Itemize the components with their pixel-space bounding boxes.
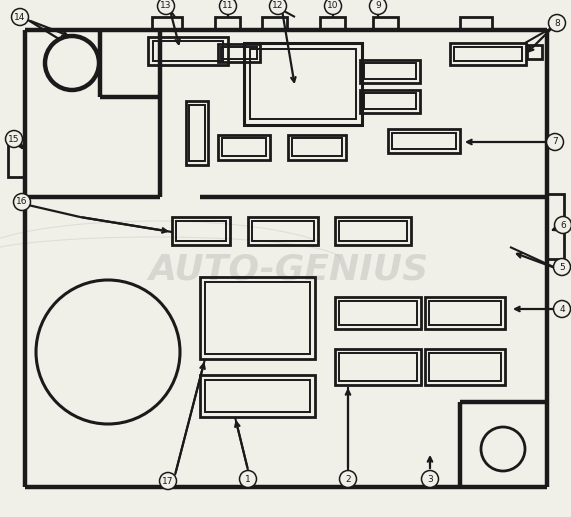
Bar [250, 49, 356, 119]
Text: 17: 17 [162, 477, 174, 485]
Circle shape [324, 0, 341, 14]
Text: 4: 4 [559, 305, 565, 313]
Bar [388, 129, 460, 153]
Bar [172, 217, 230, 245]
Circle shape [340, 470, 356, 488]
Circle shape [158, 0, 175, 14]
Text: 10: 10 [327, 2, 339, 10]
Bar [454, 47, 522, 61]
Bar [218, 44, 260, 62]
Text: 2: 2 [345, 475, 351, 483]
Circle shape [36, 280, 180, 424]
Bar [200, 277, 315, 359]
Bar [360, 90, 420, 113]
Bar [176, 221, 226, 241]
Bar [339, 221, 407, 241]
Bar [186, 101, 208, 165]
Bar [152, 17, 182, 30]
Bar [262, 17, 287, 30]
Bar [527, 45, 542, 59]
Text: 16: 16 [16, 197, 28, 206]
Circle shape [554, 217, 571, 234]
Circle shape [239, 470, 256, 488]
Bar [148, 37, 228, 65]
Text: 1: 1 [245, 475, 251, 483]
Circle shape [219, 0, 236, 14]
Circle shape [6, 130, 22, 147]
Circle shape [159, 473, 176, 490]
Bar [335, 349, 421, 385]
Circle shape [45, 36, 99, 90]
Text: 15: 15 [8, 134, 20, 144]
Bar [373, 17, 398, 30]
Bar [252, 221, 314, 241]
Bar [200, 375, 315, 417]
Bar [153, 41, 223, 61]
Bar [205, 380, 310, 412]
Bar [335, 217, 411, 245]
Circle shape [553, 300, 570, 317]
Bar [339, 353, 417, 381]
Circle shape [546, 133, 564, 150]
Text: AUTO-GENIUS: AUTO-GENIUS [148, 252, 428, 286]
Bar [364, 93, 416, 109]
Text: 13: 13 [160, 2, 172, 10]
Text: 5: 5 [559, 263, 565, 271]
Text: 11: 11 [222, 2, 234, 10]
Text: 8: 8 [554, 19, 560, 27]
Bar [215, 17, 240, 30]
Bar [8, 139, 25, 177]
Bar [460, 17, 492, 30]
Text: 9: 9 [375, 2, 381, 10]
Bar [288, 135, 346, 160]
Circle shape [369, 0, 387, 14]
Text: 3: 3 [427, 475, 433, 483]
Bar [339, 301, 417, 325]
Circle shape [270, 0, 287, 14]
Text: 6: 6 [560, 220, 566, 230]
Bar [205, 282, 310, 354]
Bar [222, 138, 266, 156]
Circle shape [553, 258, 570, 276]
Bar [244, 43, 362, 125]
Bar [189, 105, 205, 161]
Circle shape [11, 8, 29, 25]
Bar [429, 353, 501, 381]
Circle shape [549, 14, 565, 32]
Bar [364, 63, 416, 79]
Bar [292, 138, 342, 156]
Bar [221, 47, 257, 59]
Text: 14: 14 [14, 12, 26, 22]
Bar [360, 60, 420, 83]
Bar [218, 135, 270, 160]
Circle shape [14, 193, 30, 210]
Bar [425, 297, 505, 329]
Text: 7: 7 [552, 138, 558, 146]
Circle shape [421, 470, 439, 488]
Bar [547, 194, 564, 259]
Bar [450, 43, 526, 65]
Circle shape [481, 427, 525, 471]
Bar [320, 17, 345, 30]
Bar [248, 217, 318, 245]
Bar [335, 297, 421, 329]
Bar [425, 349, 505, 385]
Text: 12: 12 [272, 2, 284, 10]
Bar [392, 133, 456, 149]
Bar [429, 301, 501, 325]
